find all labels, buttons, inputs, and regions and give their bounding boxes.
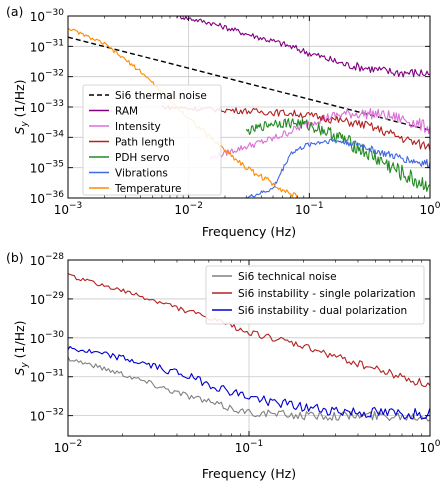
chart-panel-b: 10−2 10−1 100 10−32 10−31 10−30 10−29 10−28 Freq… xyxy=(6,250,441,481)
x-tick-label: 10−3 xyxy=(54,201,83,217)
series-line-vibrations xyxy=(246,137,430,198)
y-axis-label: Sy (1/Hz) xyxy=(12,320,30,375)
series-line-si6-technical-noise xyxy=(68,356,430,422)
legend-entry: RAM xyxy=(115,105,138,117)
x-tick-label: 10−1 xyxy=(235,439,264,455)
series-line-si6-thermal-noise xyxy=(68,36,430,131)
y-tick-label: 10−30 xyxy=(30,8,65,24)
y-tick-label: 10−33 xyxy=(30,99,64,115)
x-axis-label: Frequency (Hz) xyxy=(202,466,296,481)
y-tick-label: 10−29 xyxy=(30,291,65,307)
legend-entry: Intensity xyxy=(115,121,161,133)
series-line-intensity xyxy=(209,108,430,160)
series-line-si6-instability-dual-polarization xyxy=(68,345,430,420)
y-tick-label: 10−34 xyxy=(30,129,65,145)
series-line-pdh-servo xyxy=(245,118,430,192)
legend-entry: Temperature xyxy=(114,183,182,195)
y-axis-label: Sy (1/Hz) xyxy=(12,79,30,134)
panel-label: (b) xyxy=(6,250,24,265)
y-tick-label: 10−30 xyxy=(30,330,65,346)
panel-label: (a) xyxy=(6,4,23,19)
legend: Si6 thermal noise RAM Intensity Path length… xyxy=(82,84,222,196)
x-tick-label: 10−1 xyxy=(295,201,324,217)
y-tick-label: 10−28 xyxy=(30,252,65,268)
x-tick-label: 10−2 xyxy=(174,201,203,217)
legend-entry: Si6 thermal noise xyxy=(115,90,207,102)
legend: Si6 technical noise Si6 instability - sin… xyxy=(205,265,425,325)
y-tick-label: 10−36 xyxy=(30,190,65,206)
legend-box xyxy=(82,84,222,196)
y-tick-label: 10−31 xyxy=(30,38,64,54)
legend-entry: Si6 instability - dual polarization xyxy=(238,305,407,317)
legend-entry: Si6 instability - single polarization xyxy=(238,288,416,300)
legend-entry: PDH servo xyxy=(115,152,170,164)
legend-entry: Vibrations xyxy=(115,167,168,179)
x-axis-label: Frequency (Hz) xyxy=(202,224,296,239)
series-group xyxy=(68,273,430,422)
x-tick-label: 10−2 xyxy=(54,439,83,455)
series-line-si6-instability-single-polarization xyxy=(68,273,430,388)
series-line-ram xyxy=(176,16,430,78)
x-tick-label: 100 xyxy=(419,439,440,455)
x-tick-label: 100 xyxy=(419,201,440,217)
y-tick-label: 10−35 xyxy=(30,160,64,176)
legend-box xyxy=(205,265,425,325)
y-tick-label: 10−31 xyxy=(30,369,64,385)
legend-entry: Si6 technical noise xyxy=(238,271,337,283)
legend-entry: Path length xyxy=(115,136,175,148)
y-tick-label: 10−32 xyxy=(30,69,64,85)
chart-panel-a: 10−3 10−2 10−1 100 10−36 10−35 10−34 10−33 10−32… xyxy=(6,4,441,239)
y-tick-label: 10−32 xyxy=(30,408,64,424)
